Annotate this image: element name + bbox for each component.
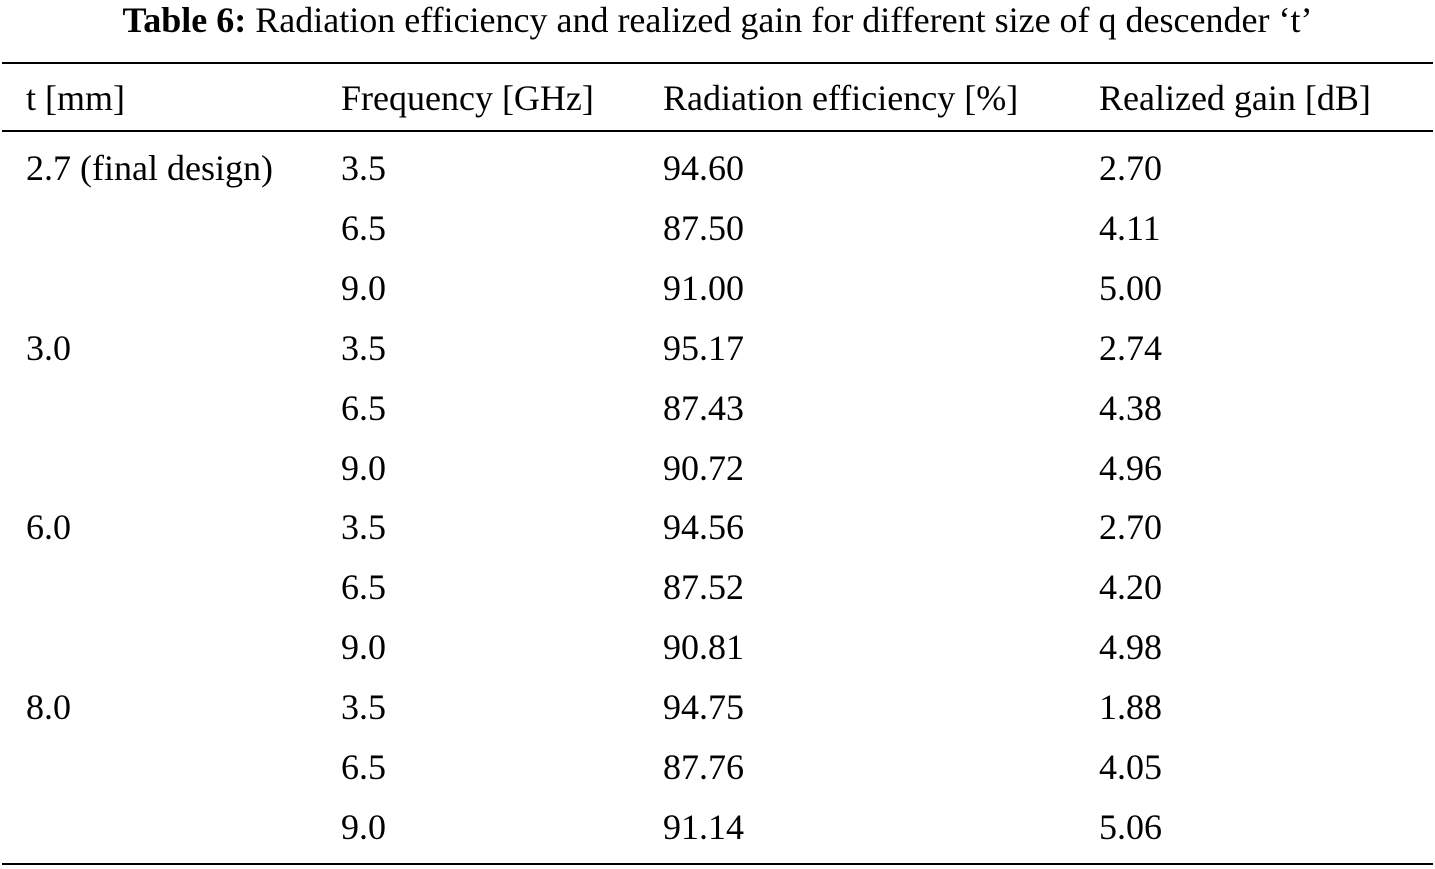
cell-realized-gain: 4.11	[1099, 208, 1161, 248]
cell-frequency: 3.5	[341, 687, 386, 727]
cell-realized-gain: 2.70	[1099, 148, 1162, 188]
cell-frequency: 3.5	[341, 148, 386, 188]
cell-radiation-efficiency: 90.81	[663, 627, 744, 667]
cell-radiation-efficiency: 95.17	[663, 328, 744, 368]
cell-radiation-efficiency: 91.14	[663, 807, 744, 847]
header-radiation-efficiency: Radiation efficiency [%]	[663, 78, 1019, 118]
cell-frequency: 9.0	[341, 807, 386, 847]
cell-realized-gain: 4.96	[1099, 448, 1162, 488]
cell-realized-gain: 1.88	[1099, 687, 1162, 727]
cell-radiation-efficiency: 94.56	[663, 507, 744, 547]
header-realized-gain: Realized gain [dB]	[1099, 78, 1371, 118]
cell-radiation-efficiency: 87.50	[663, 208, 744, 248]
cell-radiation-efficiency: 94.60	[663, 148, 744, 188]
cell-frequency: 9.0	[341, 627, 386, 667]
cell-radiation-efficiency: 94.75	[663, 687, 744, 727]
cell-frequency: 6.5	[341, 567, 386, 607]
cell-realized-gain: 4.98	[1099, 627, 1162, 667]
caption-text: Radiation efficiency and realized gain f…	[255, 0, 1313, 40]
cell-frequency: 9.0	[341, 268, 386, 308]
cell-realized-gain: 4.20	[1099, 567, 1162, 607]
cell-radiation-efficiency: 87.52	[663, 567, 744, 607]
cell-radiation-efficiency: 91.00	[663, 268, 744, 308]
cell-frequency: 6.5	[341, 388, 386, 428]
header-t: t [mm]	[26, 78, 125, 118]
table-top-rule	[2, 62, 1433, 64]
cell-realized-gain: 2.74	[1099, 328, 1162, 368]
cell-frequency: 6.5	[341, 208, 386, 248]
table-header-rule	[2, 130, 1433, 132]
caption-label: Table 6:	[122, 0, 247, 40]
cell-radiation-efficiency: 90.72	[663, 448, 744, 488]
table-caption: Table 6: Radiation efficiency and realiz…	[0, 0, 1435, 44]
cell-realized-gain: 5.00	[1099, 268, 1162, 308]
cell-t: 8.0	[26, 687, 71, 727]
cell-radiation-efficiency: 87.76	[663, 747, 744, 787]
cell-frequency: 9.0	[341, 448, 386, 488]
cell-realized-gain: 4.05	[1099, 747, 1162, 787]
cell-t: 3.0	[26, 328, 71, 368]
cell-realized-gain: 4.38	[1099, 388, 1162, 428]
cell-t: 6.0	[26, 507, 71, 547]
header-frequency: Frequency [GHz]	[341, 78, 594, 118]
table-bottom-rule	[2, 863, 1433, 865]
cell-frequency: 6.5	[341, 747, 386, 787]
cell-frequency: 3.5	[341, 328, 386, 368]
cell-frequency: 3.5	[341, 507, 386, 547]
cell-realized-gain: 5.06	[1099, 807, 1162, 847]
cell-radiation-efficiency: 87.43	[663, 388, 744, 428]
cell-realized-gain: 2.70	[1099, 507, 1162, 547]
cell-t: 2.7 (final design)	[26, 148, 273, 188]
